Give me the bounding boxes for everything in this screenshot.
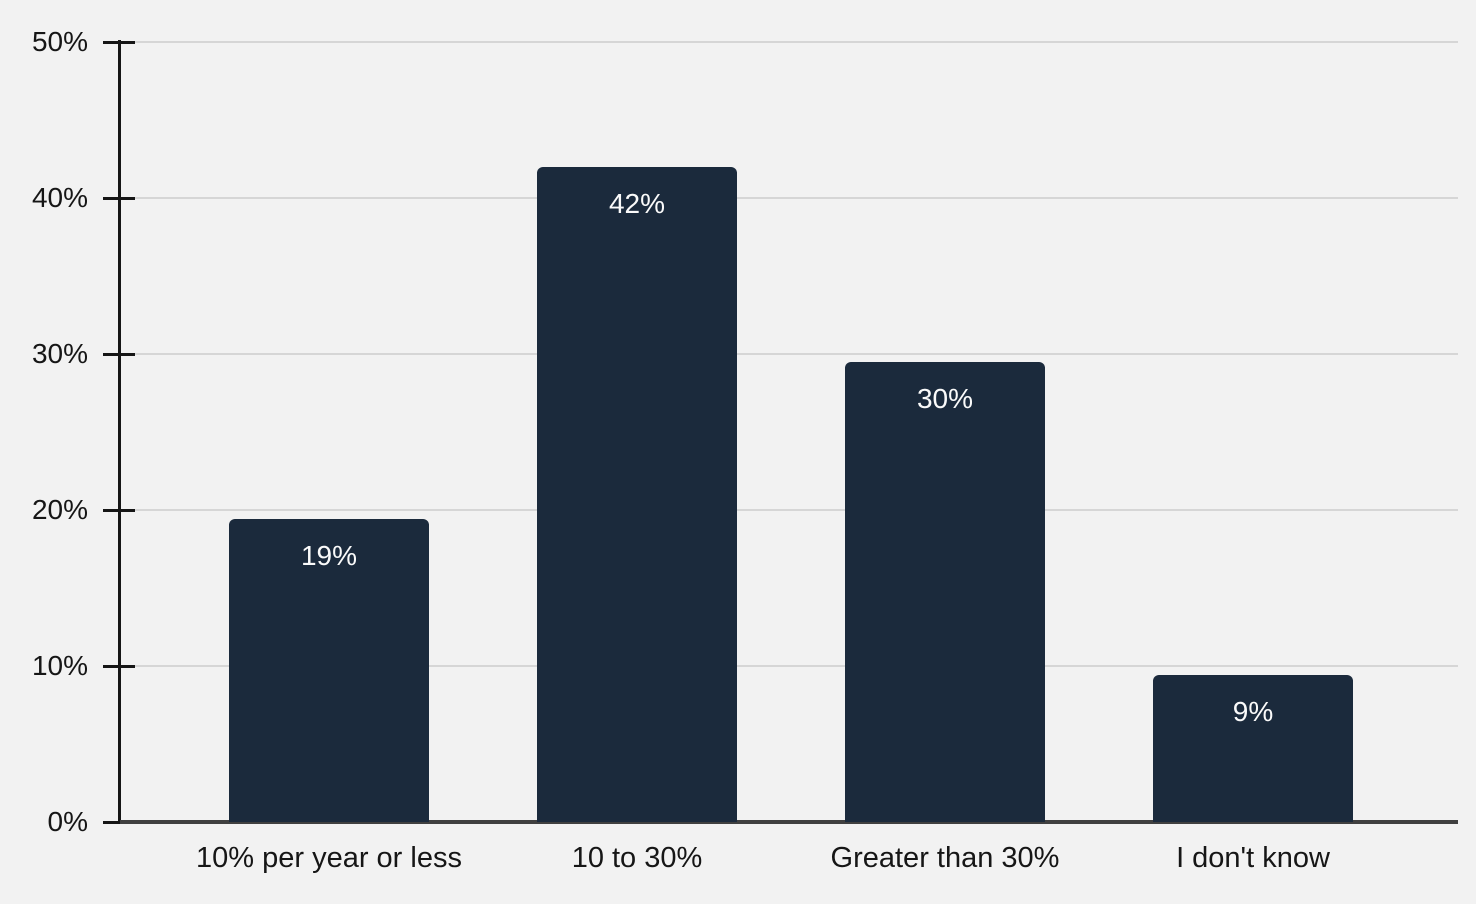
bar-value-label: 42%	[608, 187, 666, 219]
gridline-30%	[120, 353, 1458, 355]
y-axis-tick	[103, 196, 135, 200]
y-axis-tick	[103, 508, 135, 512]
bar-4: 9%	[1153, 675, 1353, 822]
x-axis-label: I don't know	[1176, 842, 1330, 874]
y-axis-tick-label: 20%	[31, 494, 88, 525]
y-axis-tick	[103, 664, 135, 668]
y-axis-tick-label: 40%	[31, 182, 88, 213]
y-axis-line	[118, 40, 121, 824]
bar-1: 19%	[229, 519, 429, 822]
x-axis-label: 10% per year or less	[196, 842, 462, 874]
x-axis-line	[120, 820, 1458, 824]
y-axis-tick-label: 0%	[47, 806, 88, 837]
gridline-10%	[120, 665, 1458, 667]
bar-value-label: 9%	[1232, 696, 1274, 728]
gridline-50%	[120, 41, 1458, 43]
y-axis-tick-label: 50%	[31, 26, 88, 57]
y-axis-tick-label: 30%	[31, 338, 88, 369]
y-axis-tick-label: 10%	[31, 650, 88, 681]
gridline-20%	[120, 509, 1458, 511]
bar-value-label: 19%	[300, 540, 358, 572]
bar-value-label: 30%	[916, 382, 974, 414]
bar-2: 42%	[537, 166, 737, 822]
bar-3: 30%	[845, 361, 1045, 822]
x-axis-label: Greater than 30%	[830, 842, 1060, 874]
y-axis-tick	[103, 820, 135, 824]
gridline-40%	[120, 197, 1458, 199]
x-axis-label: 10 to 30%	[571, 842, 703, 874]
y-axis-tick	[103, 40, 135, 44]
y-axis-tick	[103, 352, 135, 356]
